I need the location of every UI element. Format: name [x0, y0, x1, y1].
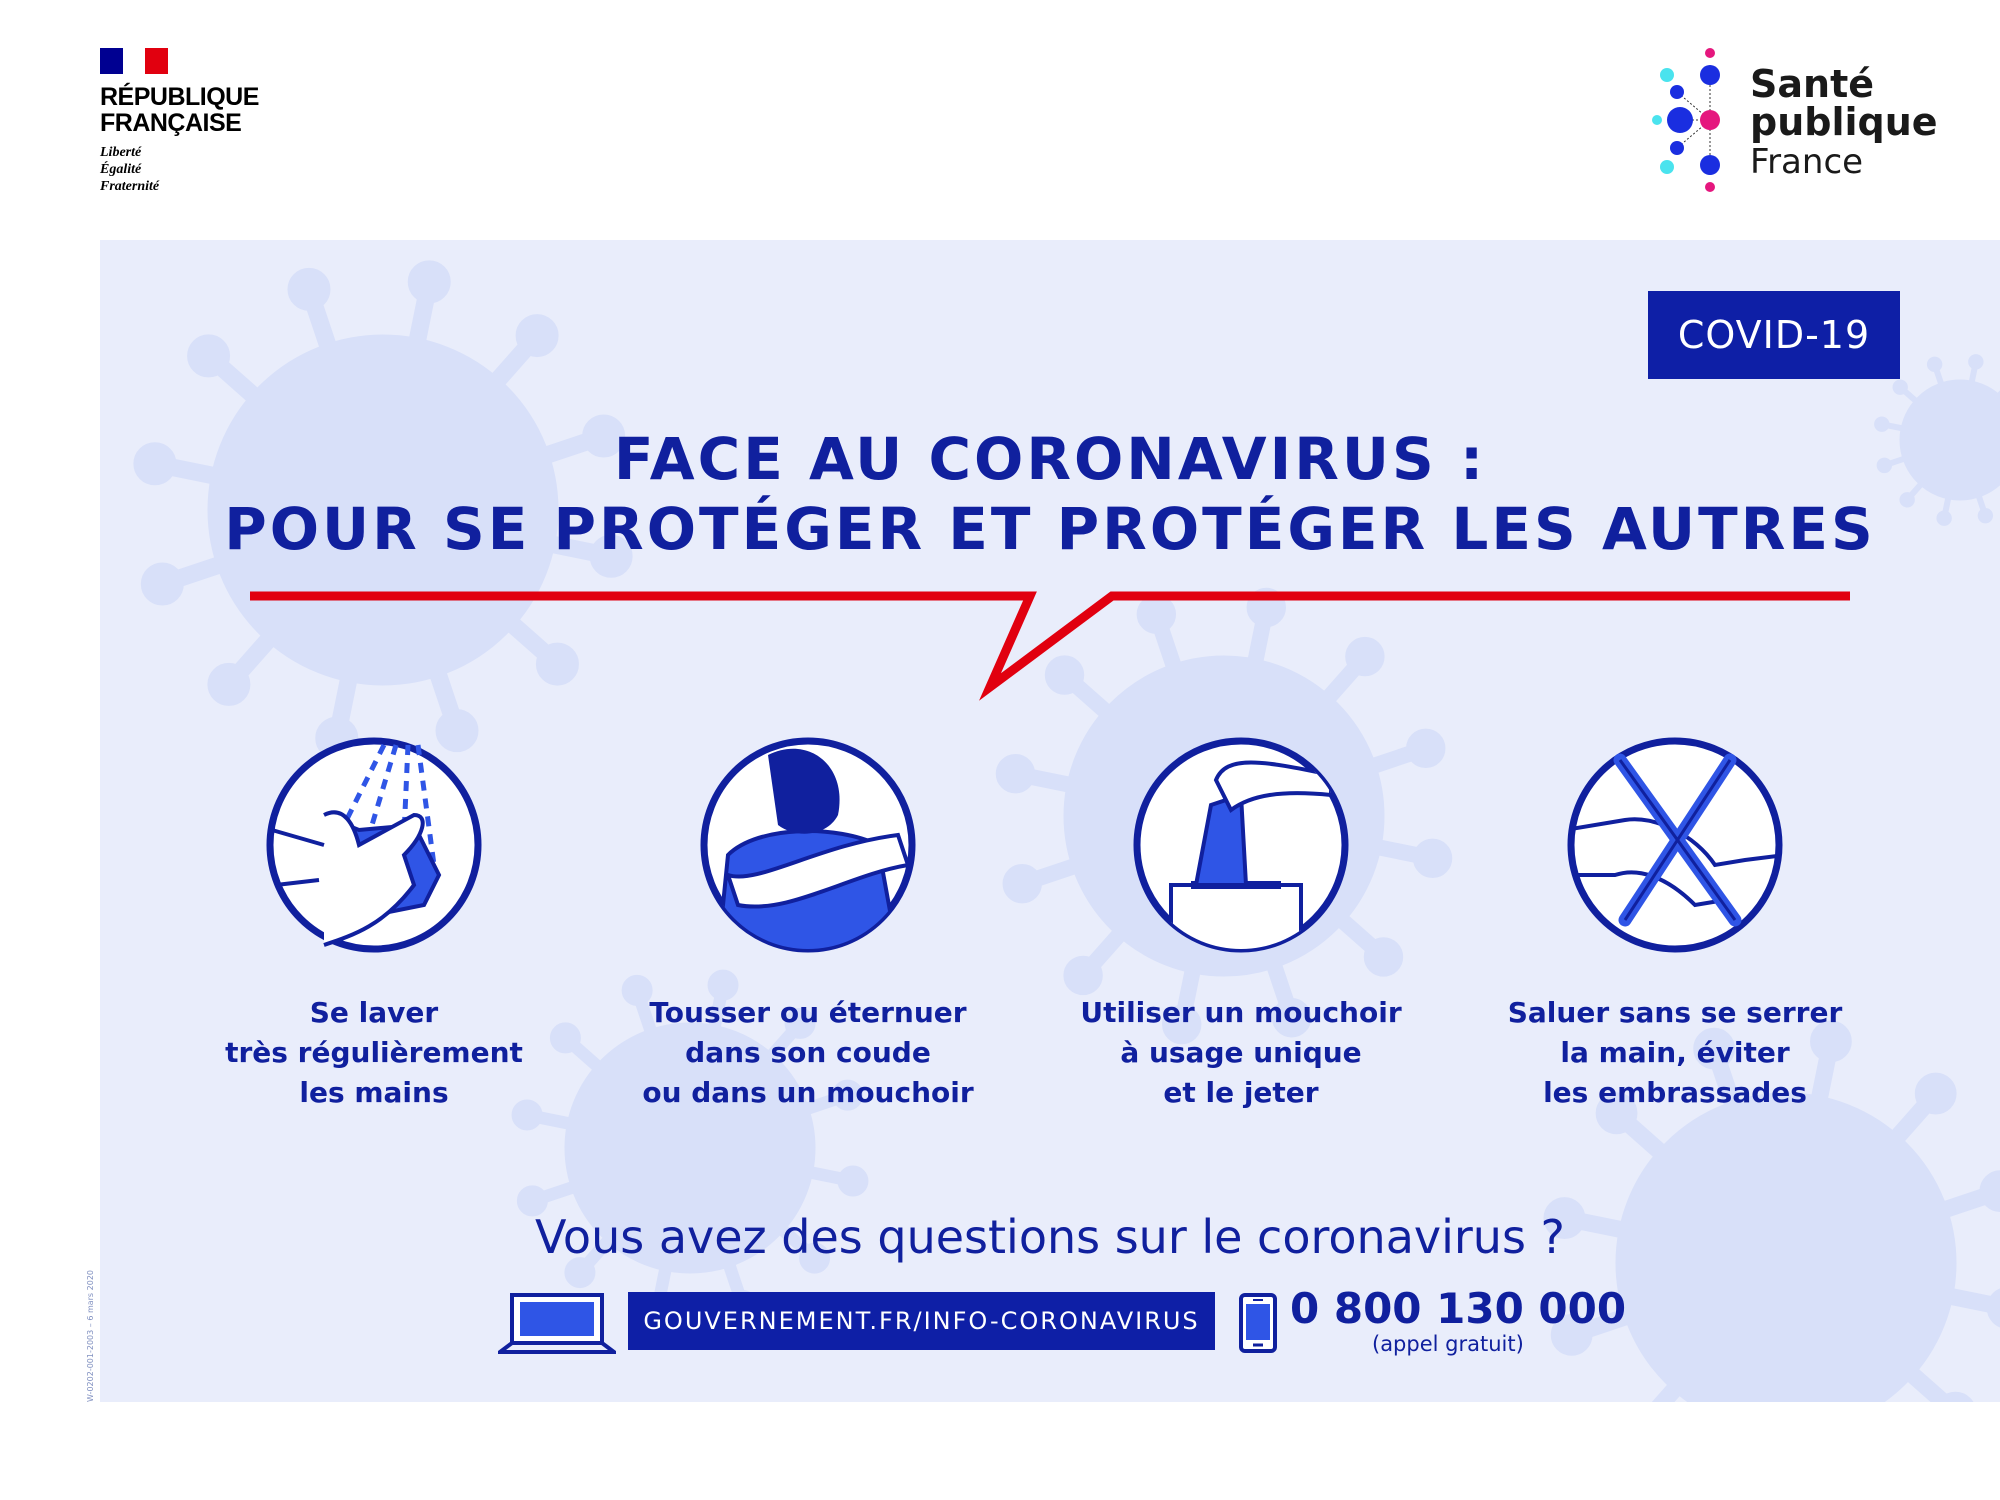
- step-cough-elbow: Tousser ou éternuer dans son coude ou da…: [598, 735, 1018, 1113]
- caption-line: Saluer sans se serrer: [1507, 996, 1843, 1029]
- step-no-handshake: Saluer sans se serrer la main, éviter le…: [1465, 735, 1885, 1113]
- motto-egalite: Égalité: [100, 162, 142, 177]
- caption-line: les mains: [299, 1076, 449, 1109]
- french-flag-icon: [100, 48, 169, 74]
- sante-publique-france-logo: Santé publique France: [1645, 45, 1938, 195]
- poster-panel: COVID-19 FACE AU CORONAVIRUS : POUR SE P…: [100, 240, 2000, 1402]
- spf-logo-line3: France: [1750, 142, 1864, 182]
- no-handshake-icon: [1567, 737, 1783, 953]
- reference-code: W-0202-001-2003 – 6 mars 2020: [86, 1269, 95, 1402]
- title-line2: POUR SE PROTÉGER ET PROTÉGER LES AUTRES: [224, 495, 1876, 563]
- rf-logo-line1: RÉPUBLIQUE: [100, 83, 259, 111]
- republique-francaise-logo: RÉPUBLIQUE FRANÇAISE Liberté Égalité Fra…: [100, 48, 280, 195]
- caption-line: Utiliser un mouchoir: [1080, 996, 1402, 1029]
- hand-washing-icon: [266, 737, 482, 953]
- contact-question: Vous avez des questions sur le coronavir…: [535, 1210, 1565, 1264]
- caption-line: très régulièrement: [225, 1036, 523, 1069]
- caption-line: ou dans un mouchoir: [642, 1076, 974, 1109]
- spf-logo-line1: Santé: [1750, 62, 1875, 106]
- caption-line: Se laver: [309, 996, 439, 1029]
- spf-logo-line2: publique: [1750, 100, 1938, 144]
- laptop-icon: [498, 1293, 616, 1354]
- network-dots-icon: [1652, 48, 1720, 192]
- phone-note: (appel gratuit): [1372, 1332, 1524, 1356]
- phone-number: 0 800 130 000: [1290, 1284, 1627, 1333]
- speech-bubble-line: [250, 591, 1850, 701]
- step-tissue: Utiliser un mouchoir à usage unique et l…: [1031, 735, 1451, 1113]
- caption-line: la main, éviter: [1560, 1036, 1790, 1069]
- title-line1: FACE AU CORONAVIRUS :: [613, 425, 1487, 493]
- cough-elbow-icon: [700, 737, 916, 953]
- motto-fraternite: Fraternité: [100, 179, 160, 194]
- rf-logo-line2: FRANÇAISE: [100, 109, 242, 137]
- caption-line: dans son coude: [685, 1036, 931, 1069]
- virus-background-icon: [133, 260, 2000, 1402]
- phone-icon: [1239, 1293, 1277, 1353]
- caption-line: Tousser ou éternuer: [649, 996, 967, 1029]
- url-link[interactable]: GOUVERNEMENT.FR/INFO-CORONAVIRUS: [628, 1292, 1215, 1350]
- caption-line: à usage unique: [1120, 1036, 1362, 1069]
- motto-liberte: Liberté: [100, 145, 142, 160]
- covid-badge: COVID-19: [1648, 291, 1900, 379]
- step-wash-hands: Se laver très régulièrement les mains: [164, 735, 584, 1113]
- caption-line: les embrassades: [1543, 1076, 1807, 1109]
- caption-line: et le jeter: [1163, 1076, 1319, 1109]
- tissue-box-icon: [1133, 737, 1349, 953]
